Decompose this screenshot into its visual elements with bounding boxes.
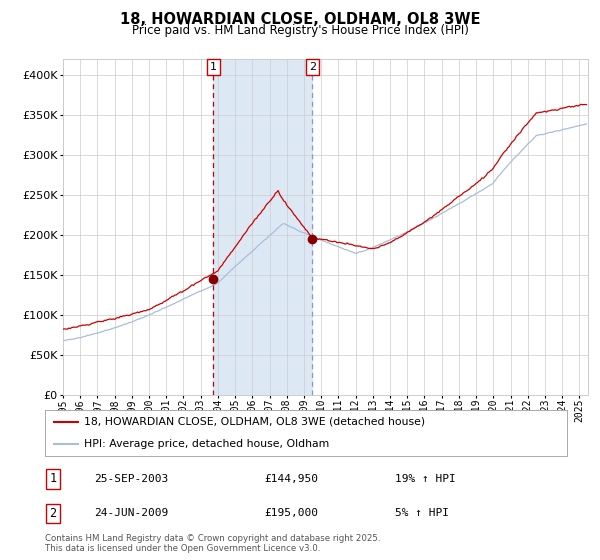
Text: HPI: Average price, detached house, Oldham: HPI: Average price, detached house, Oldh… [84, 439, 329, 449]
Text: £195,000: £195,000 [264, 508, 318, 519]
Text: £144,950: £144,950 [264, 474, 318, 484]
Text: 1: 1 [49, 473, 56, 486]
Text: 25-SEP-2003: 25-SEP-2003 [95, 474, 169, 484]
Text: 24-JUN-2009: 24-JUN-2009 [95, 508, 169, 519]
Text: 19% ↑ HPI: 19% ↑ HPI [395, 474, 455, 484]
Text: 18, HOWARDIAN CLOSE, OLDHAM, OL8 3WE: 18, HOWARDIAN CLOSE, OLDHAM, OL8 3WE [120, 12, 480, 27]
Text: Price paid vs. HM Land Registry's House Price Index (HPI): Price paid vs. HM Land Registry's House … [131, 24, 469, 37]
Text: 2: 2 [308, 62, 316, 72]
Bar [213, 59, 312, 395]
Text: 18, HOWARDIAN CLOSE, OLDHAM, OL8 3WE (detached house): 18, HOWARDIAN CLOSE, OLDHAM, OL8 3WE (de… [84, 417, 425, 427]
Text: 1: 1 [210, 62, 217, 72]
Text: 5% ↑ HPI: 5% ↑ HPI [395, 508, 449, 519]
Text: 2: 2 [49, 507, 56, 520]
Text: Contains HM Land Registry data © Crown copyright and database right 2025.
This d: Contains HM Land Registry data © Crown c… [45, 534, 380, 553]
